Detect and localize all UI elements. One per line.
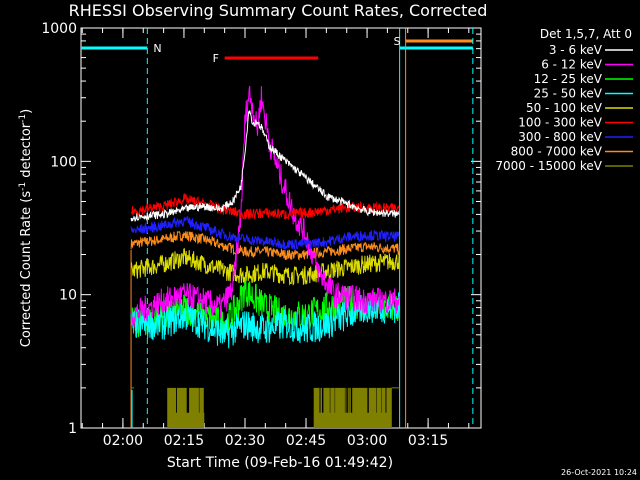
timestamp: 26-Oct-2021 10:24 <box>561 468 637 477</box>
y-tick-label: 10 <box>59 288 77 304</box>
legend-entry-label: 3 - 6 keV <box>549 43 603 57</box>
legend-entry-label: 800 - 7000 keV <box>511 145 603 159</box>
flare-flag-label: F <box>213 52 219 65</box>
legend-entry-label: 7000 - 15000 keV <box>495 159 602 173</box>
series-line <box>130 85 400 328</box>
series-line <box>130 248 400 286</box>
y-tick-label: 100 <box>50 154 77 170</box>
series-line <box>130 192 400 221</box>
x-tick-label: 02:45 <box>286 433 326 449</box>
series-line <box>130 110 400 222</box>
series-line <box>130 215 400 250</box>
x-tick-label: 02:00 <box>103 433 143 449</box>
y-label-part: detector <box>19 122 34 182</box>
y-label-sup: -1 <box>18 182 28 191</box>
legend-header: Det 1,5,7, Att 0 <box>540 27 632 41</box>
y-label-sup: -1 <box>18 114 28 123</box>
night-flag-label: N <box>153 42 161 55</box>
legend-entry-label: 25 - 50 keV <box>534 87 603 101</box>
series-line <box>130 291 400 349</box>
y-tick-label: 1000 <box>41 21 77 37</box>
saa-flag-label: S <box>394 35 401 48</box>
chart-title: RHESSI Observing Summary Count Rates, Co… <box>69 1 488 20</box>
y-label-part: Corrected Count Rate (s <box>19 191 34 348</box>
plot-area: 1 10 100 1000 02:00 02:15 02:30 02:45 03:00 03:15… <box>41 21 482 449</box>
legend-entry-label: 100 - 300 keV <box>518 116 602 130</box>
plot-frame <box>80 27 482 429</box>
x-tick-label: 02:15 <box>164 433 204 449</box>
legend-entry-label: 6 - 12 keV <box>541 58 603 72</box>
x-axis-label: Start Time (09-Feb-16 01:49:42) <box>167 455 393 471</box>
legend-entry-label: 12 - 25 keV <box>534 72 603 86</box>
legend-entry-label: 50 - 100 keV <box>526 101 603 115</box>
y-label-part: ) <box>19 109 34 114</box>
series-spikes <box>167 387 205 428</box>
x-tick-label: 03:00 <box>347 433 387 449</box>
y-tick-label: 1 <box>68 421 77 437</box>
x-tick-label: 03:15 <box>408 433 448 449</box>
series-line <box>130 230 400 261</box>
x-tick-label: 02:30 <box>225 433 265 449</box>
y-axis-label: Corrected Count Rate (s-1 detector-1) <box>18 109 34 347</box>
legend-entry-label: 300 - 800 keV <box>518 130 602 144</box>
series-spikes <box>313 387 392 428</box>
